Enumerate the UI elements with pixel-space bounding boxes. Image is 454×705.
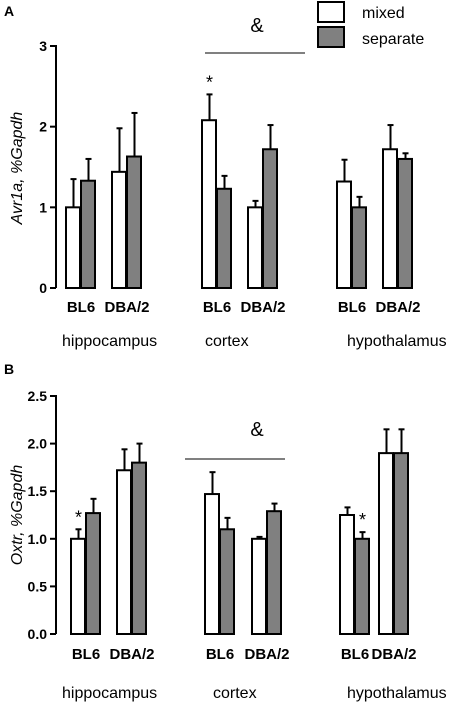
panel-a-annotation: & (250, 15, 264, 37)
panel-a-category-label: BL6 (67, 299, 95, 316)
panel-b-significance-star: * (75, 507, 82, 527)
panel-b-bar-separate (393, 452, 409, 635)
panel-a-category-label: DBA/2 (104, 299, 149, 316)
panel-a-bar-separate (126, 155, 142, 289)
panel-b-y-tick-label: 2.0 (28, 436, 48, 452)
legend-swatch-mixed (317, 1, 345, 23)
panel-a-region-label: hippocampus (62, 333, 157, 350)
panel-a-bar-separate (80, 179, 96, 289)
panel-a-bar-separate (397, 157, 413, 289)
panel-a-bar-separate (216, 187, 232, 289)
panel-a-category-label: DBA/2 (240, 299, 285, 316)
panel-a-bar-mixed (201, 119, 217, 289)
panel-a-bar-separate (262, 148, 278, 289)
panel-a-y-tick-label: 2 (39, 119, 47, 135)
panel-b-y-tick-label: 0.5 (28, 578, 48, 594)
panel-b-bar-mixed (116, 469, 132, 636)
legend: mixed separate (317, 1, 424, 48)
panel-a-category-label: BL6 (338, 299, 366, 316)
panel-a-y-tick-label: 0 (39, 280, 47, 296)
legend-swatch-separate (317, 26, 345, 48)
panel-letter-b: B (4, 361, 14, 377)
panel-b-bar-mixed (339, 514, 355, 635)
panel-b-category-label: BL6 (341, 646, 369, 663)
panel-a-bar-mixed (247, 206, 263, 289)
panel-b-region-label: hippocampus (62, 685, 157, 702)
legend-label-separate: separate (362, 31, 424, 48)
panel-a-bar-mixed (336, 180, 352, 290)
panel-b-bar-mixed (70, 537, 86, 635)
panel-b-bar-separate (354, 537, 370, 635)
panel-b-annotation: & (250, 419, 264, 441)
panel-a-category-label: BL6 (203, 299, 231, 316)
panel-a-category-label: DBA/2 (375, 299, 420, 316)
panel-b-bar-mixed (378, 452, 394, 635)
panel-letter-a: A (4, 3, 14, 19)
panel-b-bar-separate (219, 528, 235, 636)
panel-a-y-axis-label: Avr1a, %Gapdh (9, 112, 26, 226)
panel-b-category-label: BL6 (206, 646, 234, 663)
panel-b-bar-separate (266, 510, 282, 635)
panel-b-category-label: DBA/2 (371, 646, 416, 663)
panel-b-y-tick-label: 0.0 (28, 626, 48, 642)
panel-a-bar-mixed (111, 170, 127, 289)
panel-a-y-tick-label: 1 (39, 199, 47, 215)
panel-b-y-tick-label: 1.0 (28, 531, 48, 547)
panel-b-bar-separate (131, 461, 147, 636)
panel-a-y-tick-label: 3 (39, 38, 47, 54)
panel-b-category-label: DBA/2 (244, 646, 289, 663)
panel-a: A 0 1 2 3 Avr1a, %Gapdh BL6 DBA/2 BL6 DBA/2 BL6 DB… (4, 3, 447, 350)
panel-a-bar-mixed (382, 148, 398, 289)
panel-a-significance-star: * (206, 72, 213, 92)
panel-a-bar-mixed (65, 206, 81, 289)
panel-b-category-label: DBA/2 (109, 646, 154, 663)
panel-b-category-label: BL6 (72, 646, 100, 663)
panel-b-y-tick-label: 2.5 (28, 388, 48, 404)
panel-b-y-axis-label: Oxtr, %Gapdh (9, 465, 26, 566)
legend-label-mixed: mixed (362, 5, 405, 22)
panel-b-y-tick-label: 1.5 (28, 483, 48, 499)
panel-b-bar-separate (85, 512, 101, 636)
panel-b-region-label: cortex (213, 685, 257, 702)
panel-a-region-label: cortex (205, 333, 249, 350)
panel-b-significance-star: * (359, 510, 366, 530)
panel-b-bar-mixed (251, 537, 267, 635)
panel-a-bar-separate (351, 206, 367, 289)
panel-a-region-label: hypothalamus (347, 333, 447, 350)
panel-b-region-label: hypothalamus (347, 685, 447, 702)
panel-b-bar-mixed (204, 493, 220, 635)
